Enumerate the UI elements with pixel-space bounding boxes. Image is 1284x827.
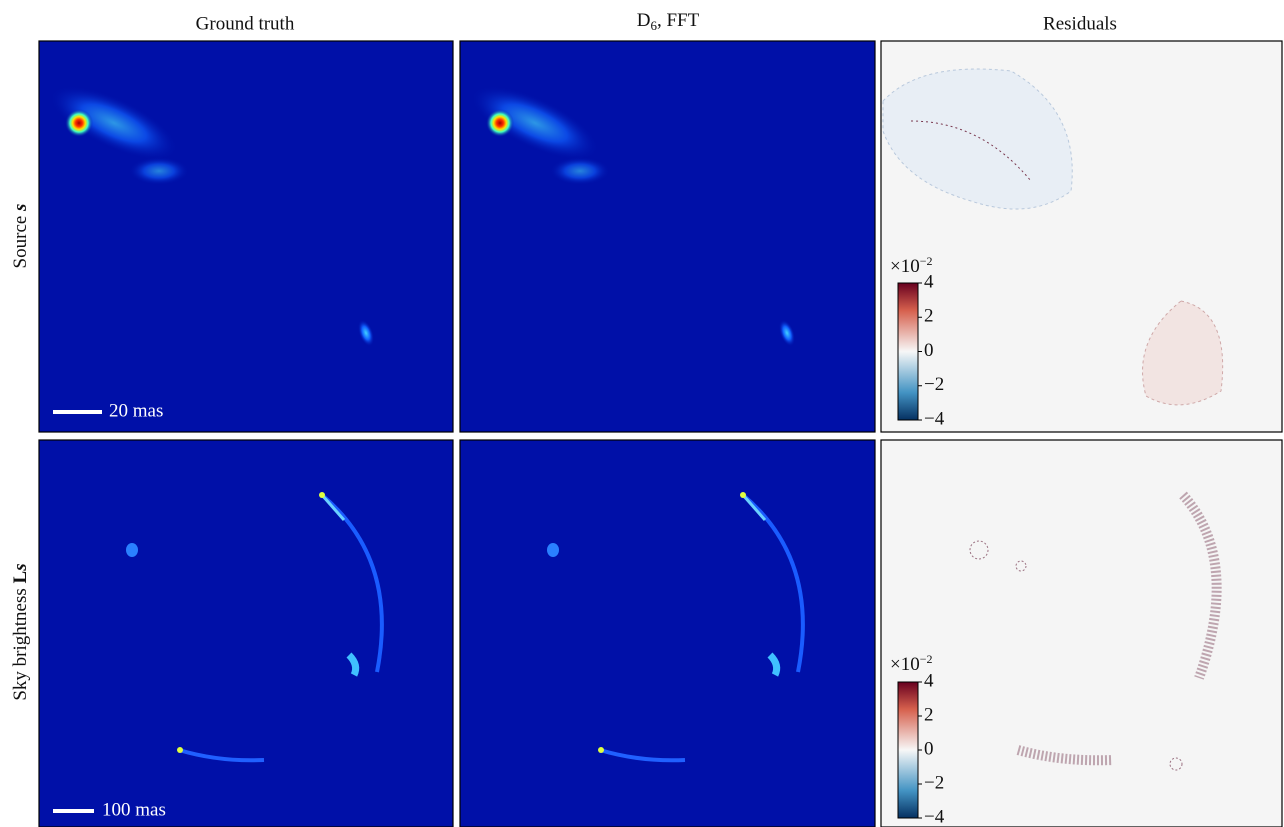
offset-base: ×10	[890, 654, 920, 675]
offset-base: ×10	[890, 256, 920, 277]
colorbar-tick-label: −2	[924, 374, 944, 395]
colorbar	[898, 283, 918, 420]
scale-bar-label: 100 mas	[102, 799, 166, 820]
row-label: Source s	[10, 204, 31, 269]
panel	[460, 440, 875, 827]
colorbar	[898, 682, 918, 818]
panel: 100 mas	[39, 440, 453, 827]
colorbar-tick-label: −4	[924, 806, 945, 827]
row-label: Sky brightness Ls	[10, 563, 31, 700]
figure: Ground truth D6, FFT Residuals Source s …	[0, 0, 1284, 827]
title-main: D	[637, 10, 651, 31]
colorbar-tick-label: −2	[924, 772, 944, 793]
colorbar-tick-label: 0	[924, 738, 934, 759]
title-rest: , FFT	[657, 10, 700, 31]
panel	[460, 41, 875, 432]
offset-exp: −2	[920, 652, 933, 666]
column-title: D6, FFT	[637, 10, 700, 33]
panel: 420−2−4 ×10−2	[881, 41, 1282, 432]
column-title: Residuals	[1043, 13, 1117, 34]
colorbar-tick-label: 4	[924, 271, 934, 292]
label-symbol: L	[10, 571, 31, 584]
panel: 420−2−4 ×10−2	[881, 440, 1282, 827]
panel: 20 mas	[39, 41, 453, 432]
colorbar-tick-label: 2	[924, 306, 934, 327]
scale-bar-label: 20 mas	[109, 400, 163, 421]
colorbar-tick-label: 0	[924, 340, 934, 361]
colorbar-tick-label: −4	[924, 408, 945, 429]
column-title: Ground truth	[196, 13, 295, 34]
colorbar-tick-label: 2	[924, 704, 934, 725]
label-text: Sky brightness	[10, 583, 31, 700]
label-text: Source	[10, 211, 31, 269]
offset-exp: −2	[920, 254, 933, 268]
colorbar-tick-label: 4	[924, 670, 934, 691]
page: {"columns": [ {"title": "Ground truth"},…	[0, 0, 1284, 827]
label-symbol: s	[10, 204, 31, 212]
label-symbol: s	[10, 563, 31, 571]
